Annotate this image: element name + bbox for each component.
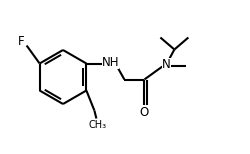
Text: F: F xyxy=(18,35,25,48)
Text: CH₃: CH₃ xyxy=(88,120,106,130)
Text: NH: NH xyxy=(102,56,119,69)
Text: N: N xyxy=(162,58,171,71)
Text: O: O xyxy=(140,106,149,119)
